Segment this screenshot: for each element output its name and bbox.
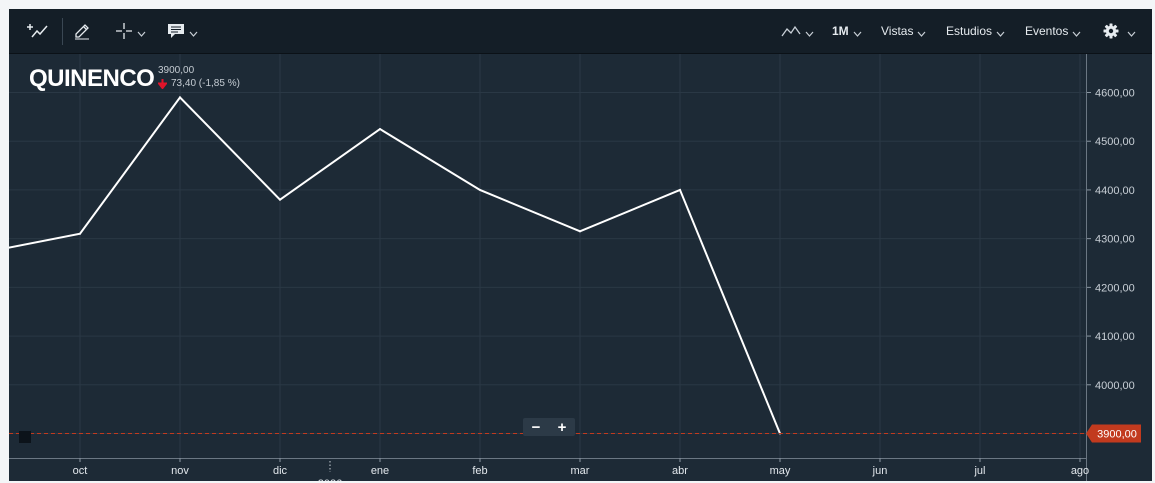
x-tick-label: nov [171, 465, 189, 477]
add-indicator-button[interactable] [26, 9, 48, 53]
y-tick-label: 4200,00 [1095, 282, 1135, 294]
y-tick-label: 4600,00 [1095, 88, 1135, 100]
views-button[interactable]: Vistas [881, 9, 926, 53]
price-point [79, 232, 81, 235]
period-button[interactable]: 1M [832, 9, 862, 53]
chart-type-button[interactable] [781, 9, 814, 53]
x-axis: oct nov dic ene feb mar abr may jun jul ago 2026 [9, 458, 1089, 481]
last-price: 3900,00 [158, 65, 195, 76]
chart-widget: 1M Vistas Estudios Eventos [9, 9, 1152, 481]
line-chart-icon [27, 24, 48, 38]
chevron-down-icon [189, 31, 198, 37]
draw-button[interactable] [73, 9, 91, 53]
crosshair-button[interactable] [115, 9, 146, 53]
chevron-down-icon [1072, 31, 1081, 37]
events-button[interactable]: Eventos [1025, 9, 1081, 53]
views-label: Vistas [881, 24, 914, 38]
zoom-in-button[interactable]: + [557, 418, 567, 436]
chart-corner-handle[interactable] [19, 431, 31, 443]
x-tick-label: jul [973, 465, 985, 477]
x-tick-label: dic [273, 465, 288, 477]
x-tick-label: feb [472, 465, 487, 477]
last-price-tag-label: 3900,00 [1097, 429, 1137, 441]
x-tick-label: ago [1071, 465, 1089, 477]
y-tick-label: 4500,00 [1095, 136, 1135, 148]
arrow-down-icon [158, 78, 167, 89]
price-point [579, 230, 581, 233]
price-point [379, 128, 381, 131]
x-tick-label: oct [73, 465, 88, 477]
zoom-out-button[interactable]: − [531, 418, 541, 436]
last-price-marker: 3900,00 [9, 424, 1141, 443]
events-label: Eventos [1025, 24, 1069, 38]
price-point [279, 198, 281, 201]
y-tick-label: 4300,00 [1095, 234, 1135, 246]
x-tick-label: mar [571, 465, 590, 477]
price-point [479, 188, 481, 191]
zoom-controls: − + [523, 418, 575, 436]
price-chart[interactable]: 4600,00 4500,00 4400,00 4300,00 4200,00 4100,… [9, 54, 1152, 481]
x-tick-label: abr [672, 465, 688, 477]
price-change: 73,40 (-1,85 %) [158, 78, 240, 89]
comment-icon [168, 24, 184, 38]
x-tick-label: ene [371, 465, 389, 477]
comment-button[interactable] [167, 9, 198, 53]
chart-toolbar: 1M Vistas Estudios Eventos [9, 9, 1152, 54]
pencil-icon [75, 24, 89, 40]
chevron-down-icon [805, 31, 814, 37]
studies-button[interactable]: Estudios [946, 9, 1005, 53]
price-series [9, 95, 781, 435]
chevron-down-icon [918, 31, 926, 37]
y-tick-label: 4100,00 [1095, 331, 1135, 343]
chevron-down-icon [996, 31, 1005, 37]
toolbar-divider [62, 18, 63, 45]
studies-label: Estudios [946, 24, 993, 38]
x-tick-label: may [770, 465, 791, 477]
gear-icon [1103, 23, 1119, 39]
price-change-value: 73,40 (-1,85 %) [171, 78, 240, 89]
chart-grid [9, 54, 1086, 458]
y-tick-label: 4400,00 [1095, 185, 1135, 197]
ticker-symbol: QUINENCO [29, 65, 155, 92]
year-label: 2026 [318, 478, 342, 481]
mountain-chart-icon [781, 25, 801, 37]
y-axis: 4600,00 4500,00 4400,00 4300,00 4200,00 4100,… [1086, 54, 1135, 481]
period-label: 1M [832, 24, 849, 38]
settings-button[interactable] [1103, 9, 1136, 53]
chevron-down-icon [853, 31, 862, 37]
chevron-down-icon [1127, 31, 1136, 37]
price-line [9, 95, 781, 434]
crosshair-icon [116, 23, 132, 39]
price-point [679, 188, 681, 191]
chevron-down-icon [137, 31, 146, 37]
x-tick-label: jun [872, 465, 888, 477]
y-tick-label: 4000,00 [1095, 380, 1135, 392]
price-point [179, 96, 181, 99]
last-price-tag [1086, 424, 1141, 443]
